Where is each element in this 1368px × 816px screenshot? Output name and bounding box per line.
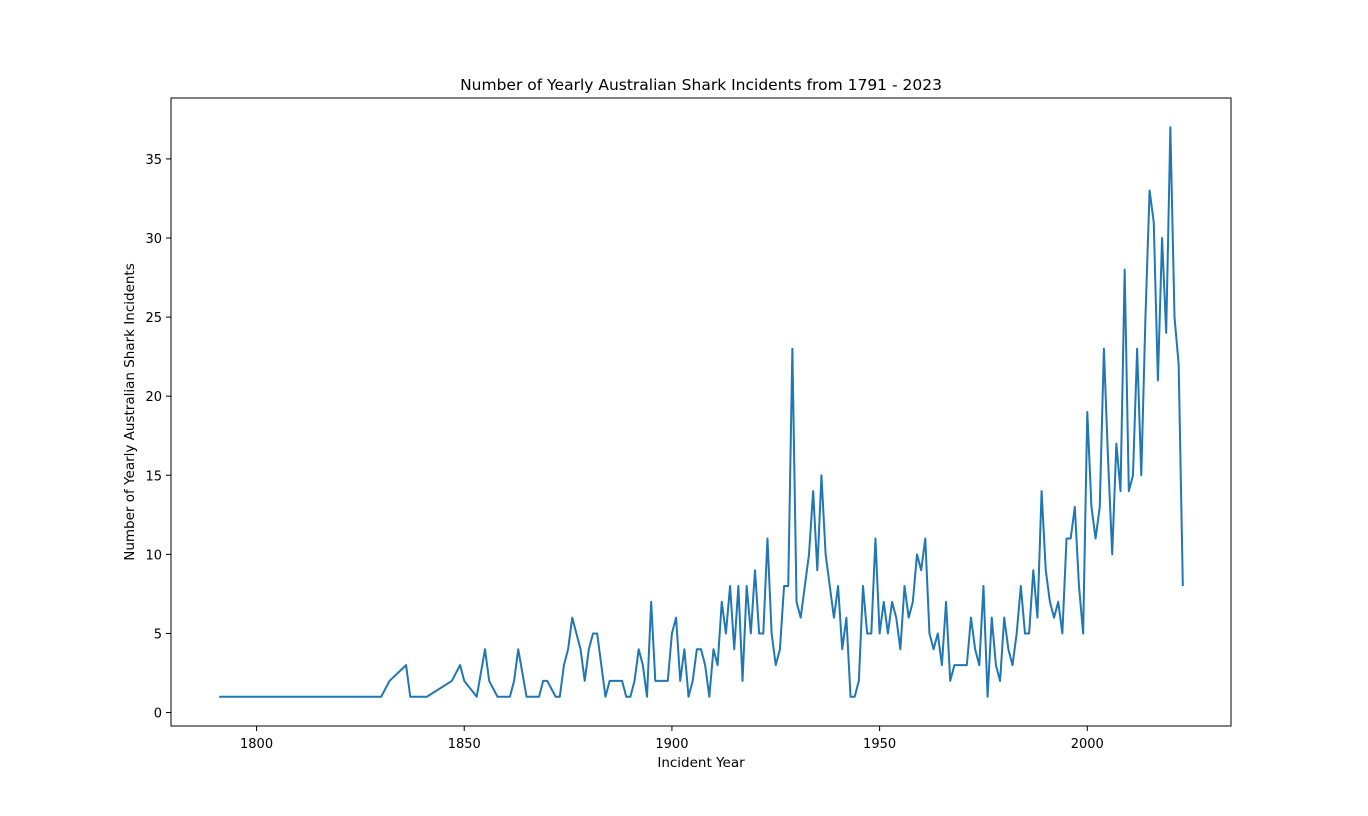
x-tick-label: 1850 <box>448 737 481 752</box>
chart-title: Number of Yearly Australian Shark Incide… <box>460 76 942 94</box>
y-tick-label: 35 <box>145 153 162 168</box>
x-axis-label: Incident Year <box>657 755 745 771</box>
y-tick-label: 10 <box>145 548 162 563</box>
axis-ticks: 1800 1850 1900 1950 2000 0 5 10 15 20 25 30 35 <box>145 153 1103 752</box>
series-line <box>219 126 1184 698</box>
x-tick-label: 1800 <box>240 737 273 752</box>
y-tick-label: 20 <box>145 390 162 405</box>
y-axis-label: Number of Yearly Australian Shark Incide… <box>122 263 138 561</box>
y-tick-label: 5 <box>154 627 162 642</box>
y-tick-label: 15 <box>145 469 162 484</box>
x-tick-label: 1900 <box>655 737 688 752</box>
x-tick-label: 2000 <box>1071 737 1104 752</box>
x-tick-label: 1950 <box>863 737 896 752</box>
y-tick-label: 30 <box>145 232 162 247</box>
y-tick-label: 25 <box>145 311 162 326</box>
y-tick-label: 0 <box>154 707 162 722</box>
plot-frame <box>170 97 1232 727</box>
